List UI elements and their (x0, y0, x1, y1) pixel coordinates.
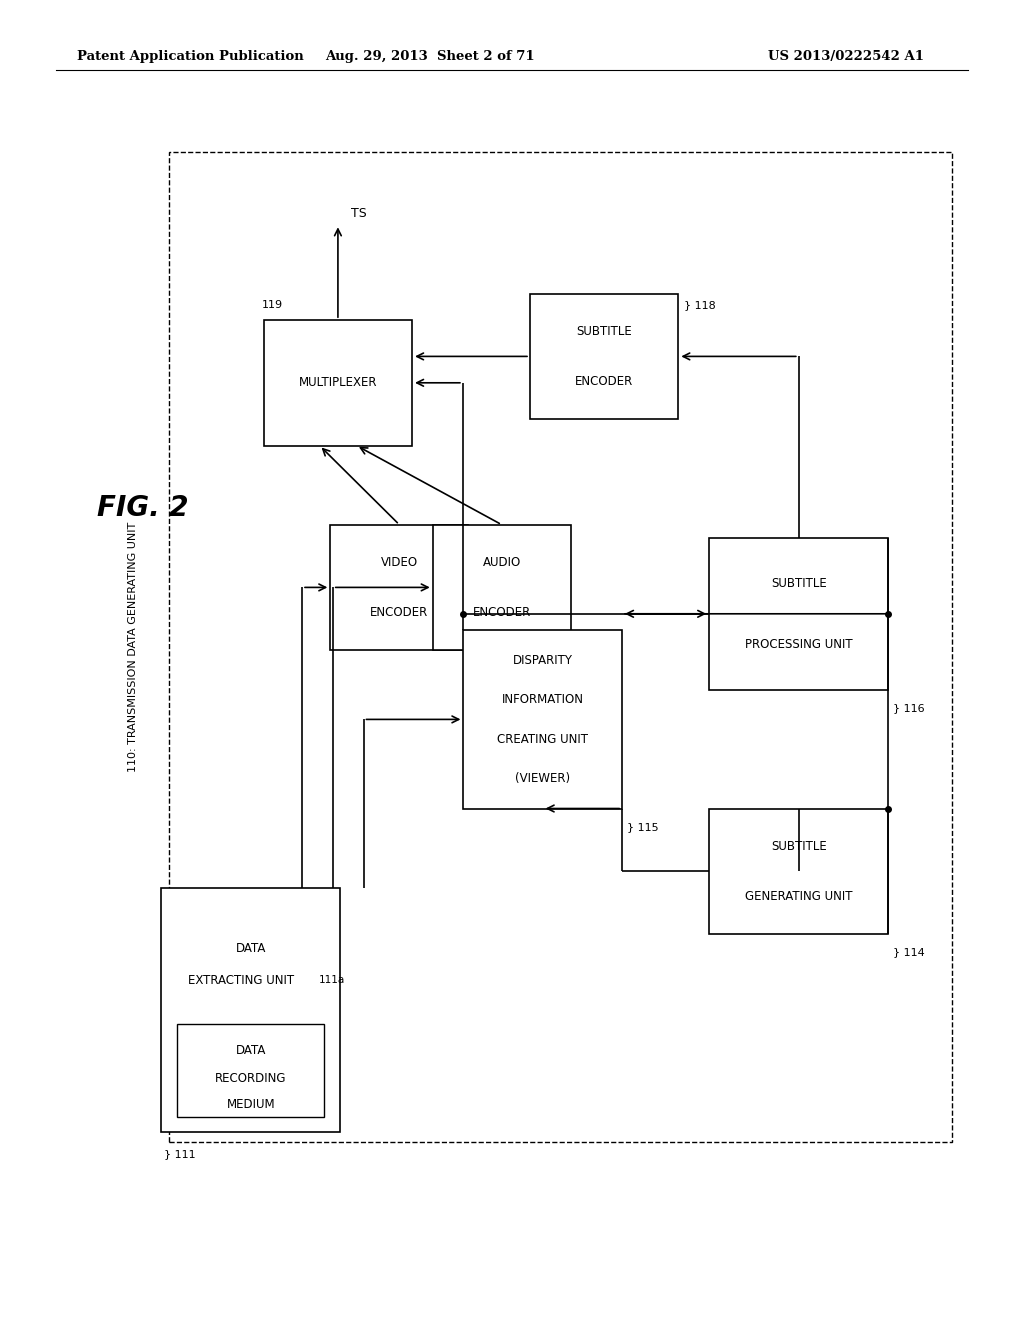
Text: INFORMATION: INFORMATION (502, 693, 584, 706)
Text: Patent Application Publication: Patent Application Publication (77, 50, 303, 63)
Text: SUBTITLE: SUBTITLE (577, 325, 632, 338)
Text: AUDIO: AUDIO (482, 556, 521, 569)
Text: ENCODER: ENCODER (575, 375, 633, 388)
Text: SUBTITLE: SUBTITLE (771, 577, 826, 590)
Text: 119: 119 (262, 300, 283, 310)
Text: TS: TS (351, 207, 367, 220)
Text: DATA: DATA (236, 942, 266, 956)
Bar (330, 524, 469, 649)
Text: SUBTITLE: SUBTITLE (771, 840, 826, 853)
Text: } 114: } 114 (893, 948, 926, 957)
Bar (530, 294, 678, 420)
Text: } 111: } 111 (164, 1148, 196, 1159)
Text: EXTRACTING UNIT: EXTRACTING UNIT (187, 974, 294, 987)
Bar (264, 321, 412, 446)
Text: 111a: 111a (319, 975, 345, 986)
Bar (709, 808, 888, 935)
Text: RECORDING: RECORDING (215, 1072, 287, 1085)
Text: 110: TRANSMISSION DATA GENERATING UNIT: 110: TRANSMISSION DATA GENERATING UNIT (128, 521, 138, 772)
Bar (709, 539, 888, 689)
Text: VIDEO: VIDEO (381, 556, 418, 569)
Text: } 112: } 112 (473, 663, 506, 673)
Text: (VIEWER): (VIEWER) (515, 772, 570, 785)
Text: } 115: } 115 (627, 821, 658, 832)
Text: ENCODER: ENCODER (371, 606, 428, 619)
Text: GENERATING UNIT: GENERATING UNIT (745, 890, 852, 903)
Text: US 2013/0222542 A1: US 2013/0222542 A1 (768, 50, 924, 63)
Text: CREATING UNIT: CREATING UNIT (498, 733, 588, 746)
Text: } 118: } 118 (684, 301, 716, 310)
Text: Aug. 29, 2013  Sheet 2 of 71: Aug. 29, 2013 Sheet 2 of 71 (326, 50, 535, 63)
Bar (162, 887, 340, 1133)
Text: } 116: } 116 (893, 702, 925, 713)
Text: MULTIPLEXER: MULTIPLEXER (299, 376, 377, 389)
Text: MEDIUM: MEDIUM (226, 1098, 275, 1110)
Bar (463, 631, 623, 808)
Text: FIG. 2: FIG. 2 (97, 494, 188, 523)
Text: } 113: } 113 (575, 663, 607, 673)
Bar (169, 152, 952, 1142)
Text: DATA: DATA (236, 1044, 266, 1057)
Bar (177, 1024, 325, 1117)
Text: ENCODER: ENCODER (473, 606, 530, 619)
Text: PROCESSING UNIT: PROCESSING UNIT (744, 638, 853, 651)
Text: DISPARITY: DISPARITY (513, 653, 572, 667)
Bar (432, 524, 571, 649)
